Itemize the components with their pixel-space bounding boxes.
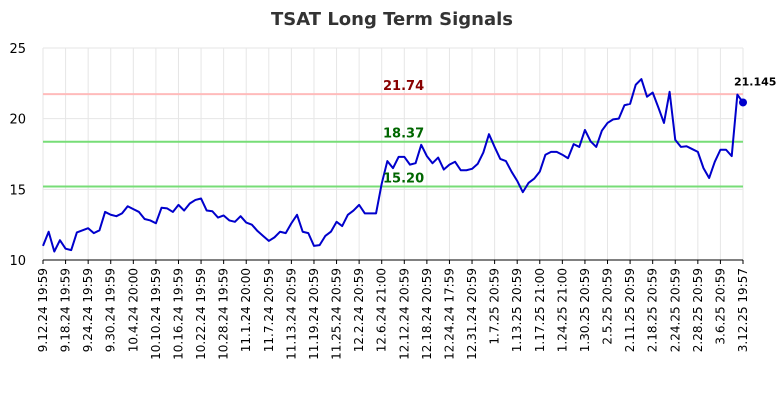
x-tick-label: 3.6.25 20:59 (713, 268, 727, 345)
x-tick-label: 9.12.24 19:59 (36, 268, 50, 352)
x-tick-label: 12.2.24 20:59 (352, 268, 366, 352)
reference-line-label: 15.20 (383, 172, 424, 187)
series-layer (42, 78, 747, 253)
reference-lines (43, 93, 743, 188)
x-tick-label: 12.18.24 20:59 (420, 268, 434, 360)
last-value-label: 21.145 (734, 75, 776, 88)
x-tick-label: 9.24.24 19:59 (81, 268, 95, 352)
label-layer: 21.74 18.37 15.20 21.145 (383, 75, 776, 186)
x-tick-label: 2.28.25 20:59 (691, 268, 705, 352)
x-tick-label: 12.6.24 21:00 (375, 268, 389, 352)
x-tick-label: 2.18.25 20:59 (646, 268, 660, 352)
x-tick-label: 2.24.25 20:59 (668, 268, 682, 352)
y-tick-label: 15 (9, 183, 26, 198)
x-tick-label: 9.18.24 19:59 (59, 268, 73, 352)
x-tick-label: 2.5.25 20:59 (601, 268, 615, 345)
x-tick-label: 1.17.25 21:00 (533, 268, 547, 352)
x-tick-label: 10.28.24 19:59 (217, 268, 231, 360)
y-tick-label: 25 (9, 42, 26, 57)
x-tick-label: 10.4.24 20:00 (126, 268, 140, 352)
reference-line-label: 18.37 (383, 127, 424, 142)
x-tick-label: 1.24.25 21:00 (555, 268, 569, 352)
y-tick-label: 10 (9, 254, 26, 269)
x-tick-label: 11.13.24 20:59 (284, 268, 298, 360)
x-tick-label: 9.30.24 19:59 (104, 268, 118, 352)
reference-line-label: 21.74 (383, 79, 424, 94)
x-tick-label: 10.22.24 19:59 (194, 268, 208, 360)
grid-layer (42, 47, 744, 261)
y-tick-label: 20 (9, 113, 26, 128)
x-tick-label: 11.19.24 20:59 (307, 268, 321, 360)
x-tick-label: 11.25.24 20:59 (330, 268, 344, 360)
x-tick-label: 1.30.25 20:59 (578, 268, 592, 352)
axis-layer: 10 15 20 25 9.12.24 19:59 9.18.24 19:59 9.24.2… (9, 42, 750, 360)
x-tick-label: 1.13.25 20:59 (510, 268, 524, 352)
last-point-marker (739, 98, 747, 107)
x-tick-label: 10.10.24 19:59 (149, 268, 163, 360)
x-tick-label: 3.12.25 19:57 (736, 268, 750, 352)
x-tick-label: 10.16.24 19:59 (171, 268, 185, 360)
x-tick-label: 12.31.24 20:59 (465, 268, 479, 360)
x-tick-label: 1.7.25 20:59 (488, 268, 502, 345)
series-line (42, 78, 744, 253)
x-tick-label: 12.24.24 17:59 (442, 268, 456, 360)
x-tick-label: 2.11.25 20:59 (623, 268, 637, 352)
x-tick-label: 12.12.24 20:59 (397, 268, 411, 360)
x-tick-label: 11.7.24 20:59 (262, 268, 276, 352)
x-tick-label: 11.1.24 20:00 (239, 268, 253, 352)
chart-title: TSAT Long Term Signals (271, 9, 513, 30)
